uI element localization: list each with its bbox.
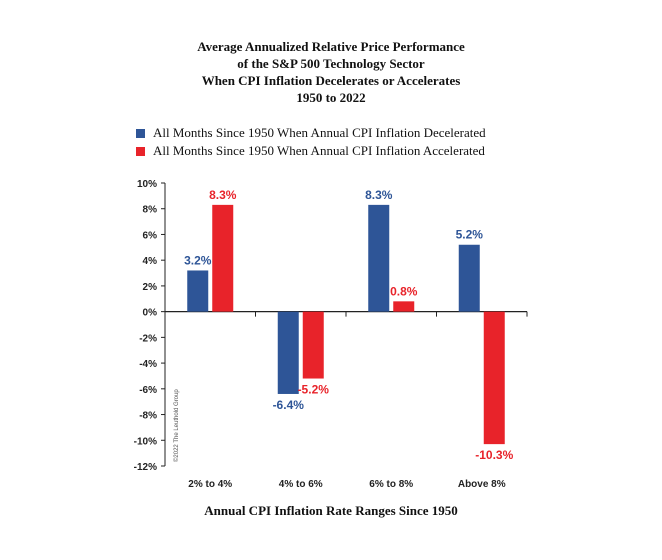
y-tick-label: 2% bbox=[143, 282, 158, 293]
data-label: -6.4% bbox=[273, 398, 305, 412]
data-label: -10.3% bbox=[475, 448, 513, 462]
data-label: 3.2% bbox=[184, 253, 212, 267]
data-label: 0.8% bbox=[390, 284, 418, 298]
category-label: 4% to 6% bbox=[279, 479, 323, 490]
bar bbox=[212, 205, 233, 312]
bar bbox=[484, 312, 505, 444]
y-tick-label: -6% bbox=[139, 385, 157, 396]
category-label: 2% to 4% bbox=[188, 479, 232, 490]
data-label: -5.2% bbox=[298, 383, 330, 397]
watermark-text: ©2022 The Leuthold Group bbox=[173, 389, 180, 462]
y-tick-label: 0% bbox=[143, 308, 158, 319]
x-axis-title: Annual CPI Inflation Rate Ranges Since 1… bbox=[0, 503, 662, 519]
bar bbox=[459, 245, 480, 312]
y-tick-label: -10% bbox=[134, 436, 157, 447]
category-label: 6% to 8% bbox=[369, 479, 413, 490]
category-label: Above 8% bbox=[458, 479, 506, 490]
y-tick-label: 10% bbox=[137, 179, 157, 190]
y-tick-label: 4% bbox=[143, 256, 158, 267]
bar bbox=[368, 205, 389, 312]
y-tick-label: 6% bbox=[143, 230, 158, 241]
bar bbox=[303, 312, 324, 379]
data-label: 8.3% bbox=[209, 188, 237, 202]
y-tick-label: -8% bbox=[139, 411, 157, 422]
y-tick-label: -12% bbox=[134, 462, 157, 473]
y-tick-label: -4% bbox=[139, 359, 157, 370]
y-tick-label: -2% bbox=[139, 333, 157, 344]
data-label: 5.2% bbox=[456, 228, 484, 242]
bar bbox=[187, 270, 208, 311]
y-tick-label: 8% bbox=[143, 205, 158, 216]
data-label: 8.3% bbox=[365, 188, 393, 202]
bar bbox=[278, 312, 299, 394]
bar bbox=[393, 301, 414, 311]
